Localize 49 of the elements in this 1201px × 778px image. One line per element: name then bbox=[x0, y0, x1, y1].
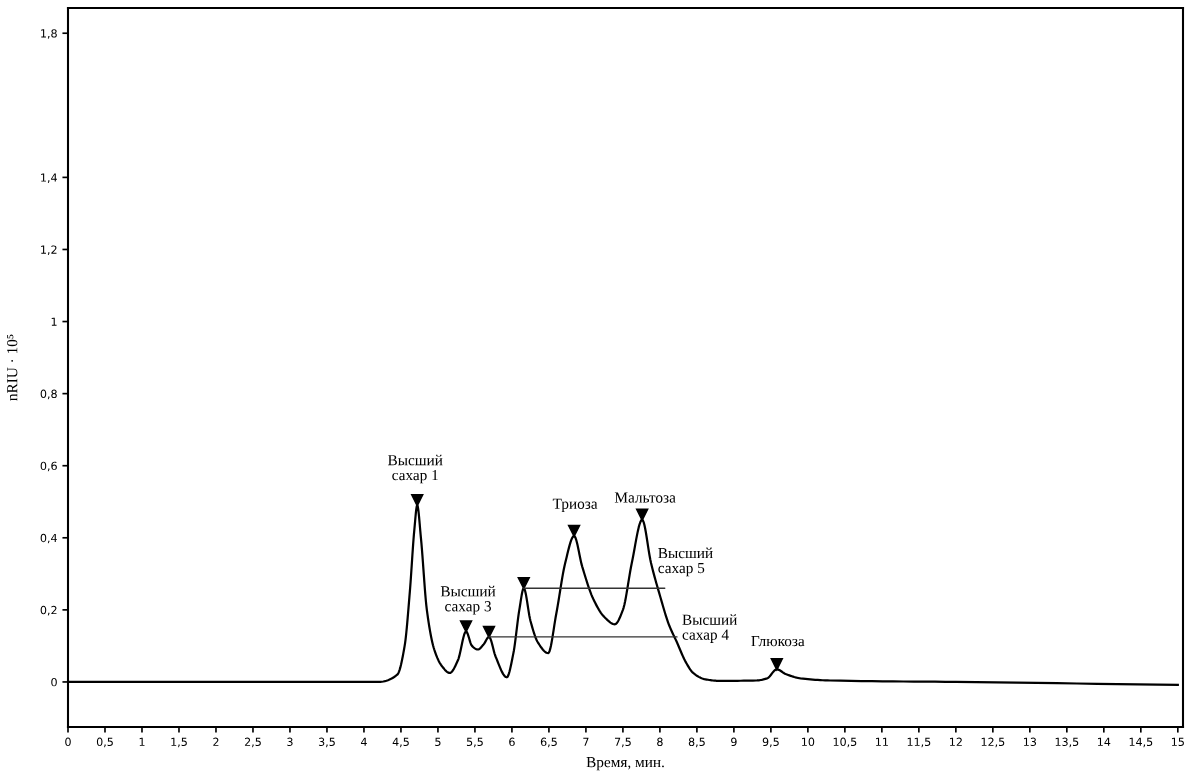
x-tick-label: 10 bbox=[802, 737, 815, 747]
x-tick-label: 7 bbox=[583, 737, 589, 746]
annotation: Триоза bbox=[552, 498, 598, 512]
x-tick-label: 11 bbox=[876, 737, 888, 746]
y-tick-label: 1 bbox=[51, 317, 57, 326]
annotation: Высший сахар 3 bbox=[440, 585, 496, 615]
x-tick-label: 7,5 bbox=[614, 737, 631, 748]
y-tick-label: 0,6 bbox=[40, 461, 57, 472]
annotation: Высший сахар 4 bbox=[682, 614, 737, 643]
x-tick-label: 3 bbox=[287, 737, 293, 747]
x-tick-label: 9,5 bbox=[762, 737, 779, 748]
y-tick-label: 1,8 bbox=[41, 29, 57, 39]
x-tick-label: 0 bbox=[65, 737, 71, 747]
x-tick-label: 8,5 bbox=[688, 737, 705, 748]
annotation: Высший сахар 5 bbox=[658, 547, 713, 577]
x-tick-label: 3,5 bbox=[318, 737, 335, 748]
x-tick-label: 4,5 bbox=[392, 737, 409, 748]
x-tick-label: 2 bbox=[213, 737, 219, 746]
x-axis-title: Время, мин. bbox=[586, 757, 664, 771]
x-tick-label: 4 bbox=[360, 737, 367, 746]
y-tick-label: 0,2 bbox=[40, 605, 57, 616]
x-tick-label: 5 bbox=[435, 737, 441, 747]
x-tick-label: 12 bbox=[950, 737, 962, 746]
annotation: Высший сахар 1 bbox=[387, 454, 443, 484]
x-tick-label: 9 bbox=[731, 737, 737, 747]
y-tick-label: 0,4 bbox=[40, 533, 57, 544]
x-tick-label: 14 bbox=[1097, 737, 1111, 746]
x-tick-label: 15 bbox=[1171, 737, 1184, 747]
annotation: Глюкоза bbox=[751, 636, 805, 647]
x-tick-label: 11,5 bbox=[907, 737, 931, 748]
y-tick-label: 1,4 bbox=[41, 173, 57, 183]
x-tick-label: 2,5 bbox=[244, 737, 261, 748]
x-tick-label: 1,5 bbox=[171, 737, 187, 748]
x-tick-label: 10,5 bbox=[833, 737, 857, 748]
y-tick-label: 0,8 bbox=[40, 389, 57, 400]
x-tick-label: 13 bbox=[1024, 737, 1037, 747]
x-tick-label: 8 bbox=[657, 737, 663, 747]
x-tick-label: 13,5 bbox=[1055, 737, 1079, 748]
x-tick-label: 5,5 bbox=[466, 737, 483, 748]
x-tick-label: 12,5 bbox=[981, 737, 1005, 748]
y-tick-label: 1,2 bbox=[41, 245, 57, 255]
x-tick-label: 1 bbox=[139, 737, 145, 746]
y-tick-label: 0 bbox=[51, 677, 57, 687]
x-tick-label: 0,5 bbox=[96, 737, 113, 748]
annotation: Мальтоза bbox=[614, 492, 676, 503]
x-tick-label: 14,5 bbox=[1129, 737, 1153, 748]
y-axis-title: nRIU · 10⁵ bbox=[7, 334, 18, 401]
x-tick-label: 6,5 bbox=[540, 737, 557, 748]
x-tick-label: 6 bbox=[509, 737, 515, 747]
